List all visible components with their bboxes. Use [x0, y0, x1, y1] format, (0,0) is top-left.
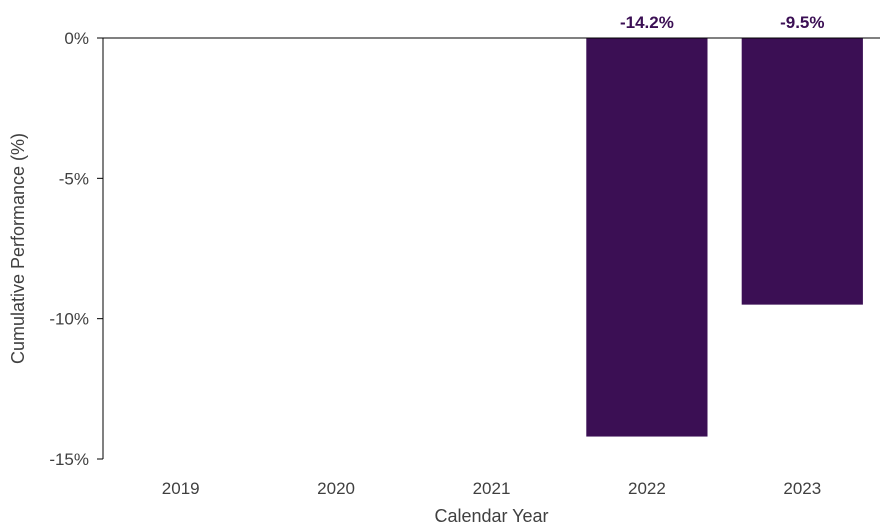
data-label-2023: -9.5% [780, 13, 824, 32]
x-tick-label: 2022 [628, 479, 666, 498]
bars-group [586, 38, 863, 437]
x-tick-label: 2021 [473, 479, 511, 498]
y-tick-label: -10% [49, 310, 89, 329]
data-labels-group: -14.2% -9.5% [620, 13, 825, 32]
y-axis-title: Cumulative Performance (%) [8, 133, 28, 364]
y-tick-label: -5% [59, 169, 89, 188]
y-tick-label: -15% [49, 450, 89, 469]
x-tick-label: 2019 [162, 479, 200, 498]
x-tick-label: 2023 [783, 479, 821, 498]
y-tick-label: 0% [64, 29, 89, 48]
bar-2022 [586, 38, 708, 437]
x-tick-label: 2020 [317, 479, 355, 498]
bar-2023 [741, 38, 863, 305]
data-label-2022: -14.2% [620, 13, 674, 32]
y-ticks-group: 0% -5% -10% -15% [49, 29, 103, 469]
x-ticks-group: 2019 2020 2021 2022 2023 [162, 479, 821, 498]
x-axis-title: Calendar Year [434, 506, 548, 526]
